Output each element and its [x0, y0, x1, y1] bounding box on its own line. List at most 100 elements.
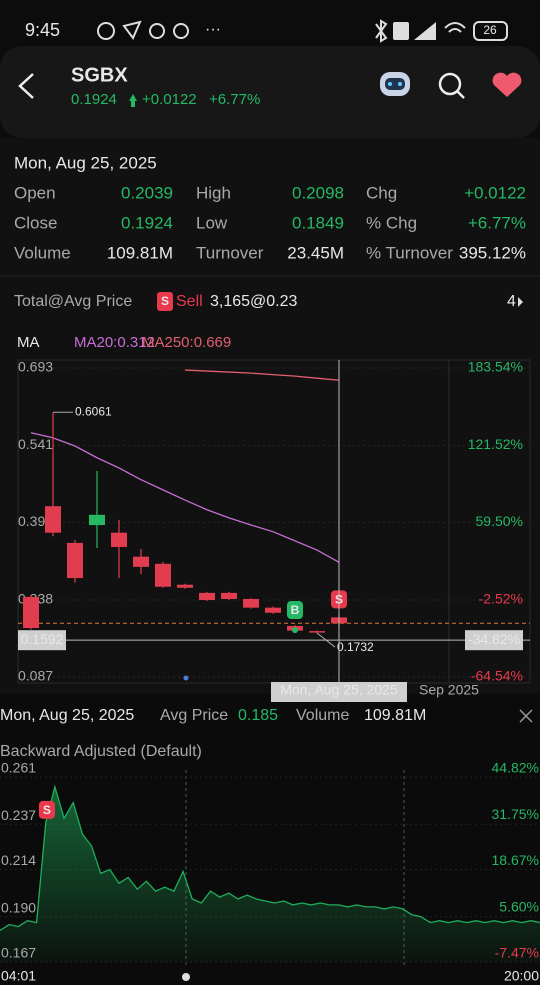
quote-label: High: [196, 183, 231, 202]
price: 0.1924: [71, 91, 117, 108]
event-dot: [183, 675, 189, 681]
y2-tick-label: 44.82%: [492, 760, 539, 776]
y-tick-label: 0.390: [18, 513, 53, 529]
crosshair-date: Mon, Aug 25, 2025: [280, 682, 398, 698]
position-value: 3,165@0.23: [210, 293, 298, 310]
low-annotation: 0.1732: [337, 640, 374, 654]
signal-icon: [414, 22, 436, 40]
x-tick-label: 20:00: [504, 968, 539, 984]
quote-label: Close: [14, 213, 57, 232]
candle-body: [45, 506, 61, 533]
ma20-label: MA20:0.312: [74, 334, 155, 351]
search-button[interactable]: [438, 72, 465, 99]
intraday-chart: 0.167 0.190 0.214 0.237 0.261 -7.47% 5.60% 18.6…: [0, 760, 540, 984]
quote-value: 0.2098: [292, 183, 344, 202]
quote-label: Chg: [366, 183, 397, 202]
quote-value: +0.0122: [464, 183, 526, 202]
quote-value: +6.77%: [468, 213, 526, 232]
candle-chart: 0.0870.2380.3900.5410.693-64.54%-2.52%59…: [18, 359, 530, 702]
candle-body: [177, 584, 193, 588]
y2-tick-label: -64.54%: [471, 668, 523, 684]
candle-body: [23, 596, 39, 629]
volume-value: 109.81M: [364, 707, 426, 724]
x-tick-label: Sep 2025: [419, 682, 479, 698]
x-tick-label: 04:01: [1, 968, 36, 984]
candle-body: [309, 631, 325, 633]
candle-body: [243, 598, 259, 608]
change-pct: +6.77%: [209, 91, 260, 108]
quote-label: Low: [196, 213, 228, 232]
quote-label: Open: [14, 183, 56, 202]
sell-badge: [157, 292, 173, 311]
ma250-label: MA250:0.669: [142, 334, 231, 351]
change: +0.0122: [142, 91, 197, 108]
crosshair-date-box: [271, 682, 407, 702]
header-bg: [0, 46, 540, 138]
candle-body: [265, 607, 281, 613]
candle-body: [67, 542, 83, 579]
sell-marker: [38, 800, 55, 819]
quote-value: 0.1924: [121, 213, 173, 232]
y2-tick-label: 59.50%: [476, 513, 523, 529]
sell-marker-text: S: [43, 803, 51, 817]
y2-tick-label: -2.52%: [479, 590, 523, 606]
y2-tick-label: 5.60%: [499, 898, 539, 914]
ma250-line: [184, 369, 340, 381]
y2-tick-label: -7.47%: [495, 945, 539, 961]
sell-badge-text: S: [161, 294, 169, 308]
candle-body: [199, 592, 215, 601]
symbol: SGBX: [71, 64, 128, 86]
quote-label: % Turnover: [366, 243, 453, 262]
quote-value: 0.1849: [292, 213, 344, 232]
buy-marker: [287, 600, 303, 619]
y-tick-label: 0.693: [18, 359, 53, 375]
avg-value: 0.185: [238, 707, 278, 724]
y2-tick-label: 121.52%: [468, 436, 523, 452]
quote-table: Open 0.2039 High 0.2098 Chg +0.0122 Close 0.192…: [14, 183, 526, 262]
y-tick-label: 0.541: [18, 436, 53, 452]
position-label: Total@Avg Price: [14, 293, 132, 310]
status-dots: ···: [205, 21, 221, 38]
crosshair-pct: -34.82%: [468, 631, 520, 647]
status-icons: [97, 19, 508, 43]
candle-body: [155, 563, 171, 587]
ma-label: MA: [17, 334, 40, 351]
volume-label: Volume: [296, 707, 349, 724]
quote-value: 23.45M: [287, 243, 344, 262]
sun-icon: [182, 973, 190, 981]
y2-tick-label: 183.54%: [468, 359, 523, 375]
crosshair-price-box: [18, 630, 66, 651]
adjust-label: Backward Adjusted (Default): [0, 743, 202, 760]
quote-label: % Chg: [366, 213, 417, 232]
high-annotation: 0.6061: [75, 404, 112, 418]
intraday-date: Mon, Aug 25, 2025: [0, 707, 134, 724]
back-button[interactable]: [18, 73, 34, 99]
ma20-line: [30, 432, 340, 563]
y2-tick-label: 18.67%: [492, 852, 539, 868]
position-count[interactable]: 4: [507, 293, 516, 310]
y-tick-label: 0.190: [1, 899, 36, 915]
y-tick-label: 0.237: [1, 807, 36, 823]
favorite-button[interactable]: [492, 72, 522, 97]
quote-label: Volume: [14, 243, 71, 262]
expand-arrow[interactable]: [518, 297, 523, 307]
price-line: [0, 784, 540, 932]
up-arrow: [129, 94, 137, 107]
quote-value: 0.2039: [121, 183, 173, 202]
area-fill: [0, 786, 540, 962]
position-action: Sell: [176, 293, 203, 310]
close-button[interactable]: [519, 709, 533, 723]
y-tick-label: 0.167: [1, 945, 36, 961]
y2-tick-label: 31.75%: [492, 806, 539, 822]
candle-body: [89, 514, 105, 526]
candle-body: [221, 592, 237, 599]
quote-value: 395.12%: [459, 243, 526, 262]
robot-icon[interactable]: [380, 72, 410, 96]
crosshair-price: 0.1592: [21, 631, 64, 647]
crosshair-pct-box: [465, 630, 523, 651]
buy-marker-text: B: [291, 603, 300, 617]
quote-label: Turnover: [196, 243, 264, 262]
y-tick-label: 0.087: [18, 668, 53, 684]
